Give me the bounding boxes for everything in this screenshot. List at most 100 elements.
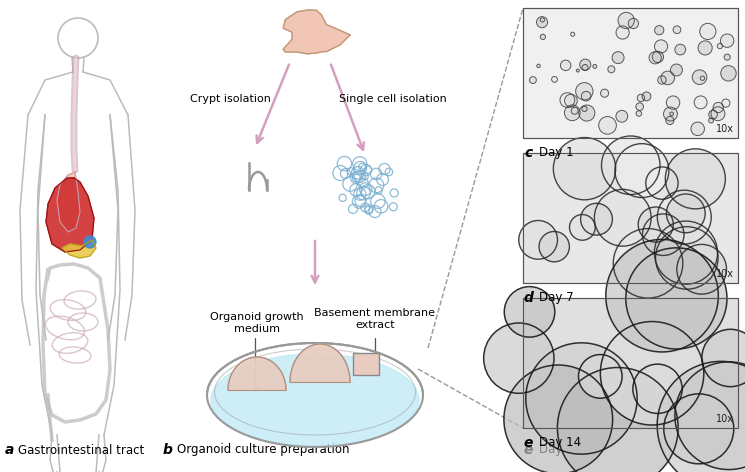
Circle shape [720, 66, 736, 81]
Circle shape [708, 118, 714, 123]
Circle shape [484, 323, 554, 393]
Polygon shape [46, 178, 94, 252]
Text: Day 1: Day 1 [539, 146, 574, 159]
Circle shape [720, 34, 734, 47]
Circle shape [582, 106, 587, 111]
Polygon shape [228, 357, 286, 390]
Circle shape [526, 343, 637, 454]
Text: Single cell isolation: Single cell isolation [339, 94, 447, 104]
Circle shape [698, 41, 712, 55]
Circle shape [676, 244, 726, 294]
Text: Crypt isolation: Crypt isolation [189, 94, 270, 104]
Circle shape [626, 248, 727, 349]
Circle shape [504, 365, 612, 472]
Circle shape [536, 17, 548, 28]
Text: Organoid growth
medium: Organoid growth medium [210, 312, 304, 334]
Circle shape [635, 103, 644, 110]
Circle shape [653, 51, 664, 63]
Circle shape [637, 94, 644, 101]
Circle shape [580, 203, 612, 235]
Circle shape [664, 394, 734, 464]
Circle shape [554, 137, 615, 200]
Text: c: c [524, 146, 532, 160]
Bar [523, 153, 738, 283]
Circle shape [713, 102, 723, 113]
Circle shape [649, 51, 662, 64]
Text: Day 14: Day 14 [539, 444, 581, 456]
Text: d: d [524, 291, 534, 305]
Circle shape [618, 12, 634, 29]
Circle shape [666, 96, 679, 110]
Circle shape [655, 25, 664, 35]
Text: e: e [524, 443, 533, 457]
Circle shape [655, 40, 668, 53]
Bar [353, 353, 379, 375]
Ellipse shape [211, 354, 419, 446]
Circle shape [646, 167, 678, 199]
Circle shape [633, 364, 682, 413]
Circle shape [540, 34, 545, 40]
Circle shape [557, 368, 678, 472]
Text: Basement membrane
extract: Basement membrane extract [314, 308, 436, 330]
Circle shape [636, 111, 641, 116]
Circle shape [700, 23, 716, 40]
Circle shape [612, 51, 624, 64]
Circle shape [540, 18, 545, 22]
Circle shape [580, 59, 591, 70]
Circle shape [504, 287, 555, 337]
Circle shape [615, 143, 669, 198]
Text: Gastrointestinal tract: Gastrointestinal tract [18, 444, 145, 456]
Circle shape [711, 107, 725, 121]
Circle shape [565, 105, 580, 121]
Circle shape [722, 99, 730, 107]
Text: e: e [524, 436, 533, 450]
Circle shape [673, 26, 681, 34]
Circle shape [657, 362, 745, 472]
Circle shape [599, 117, 616, 134]
Text: Day 14: Day 14 [539, 436, 581, 449]
Circle shape [675, 44, 685, 55]
Circle shape [642, 92, 651, 101]
Circle shape [560, 93, 574, 108]
Text: 10x: 10x [716, 414, 734, 424]
Circle shape [593, 65, 597, 68]
Circle shape [577, 69, 580, 72]
Polygon shape [290, 344, 350, 382]
Circle shape [666, 117, 674, 125]
Circle shape [530, 76, 536, 84]
Circle shape [661, 71, 674, 85]
Circle shape [694, 96, 707, 109]
Circle shape [657, 190, 711, 244]
Text: b: b [163, 443, 173, 457]
Circle shape [670, 64, 682, 76]
Circle shape [665, 149, 726, 209]
Text: Organoid culture preparation: Organoid culture preparation [177, 444, 349, 456]
Circle shape [664, 107, 677, 121]
Circle shape [616, 110, 628, 122]
Polygon shape [62, 240, 96, 258]
Circle shape [628, 18, 638, 29]
Circle shape [601, 136, 660, 194]
Bar [523, 298, 738, 428]
Circle shape [582, 65, 588, 71]
Polygon shape [283, 10, 350, 54]
Circle shape [666, 194, 706, 233]
Circle shape [702, 329, 745, 387]
Circle shape [638, 207, 673, 242]
Circle shape [642, 214, 684, 255]
Circle shape [84, 236, 96, 248]
Circle shape [581, 92, 591, 101]
Circle shape [595, 189, 651, 246]
Circle shape [658, 76, 666, 84]
Circle shape [616, 26, 630, 39]
Circle shape [579, 105, 595, 121]
Circle shape [578, 354, 622, 398]
Bar [523, 153, 738, 283]
Circle shape [539, 231, 569, 262]
Text: 10x: 10x [716, 269, 734, 279]
Circle shape [551, 76, 557, 82]
Bar [523, 8, 738, 138]
Circle shape [600, 321, 704, 425]
Bar [523, 298, 738, 428]
Bar [523, 8, 738, 138]
